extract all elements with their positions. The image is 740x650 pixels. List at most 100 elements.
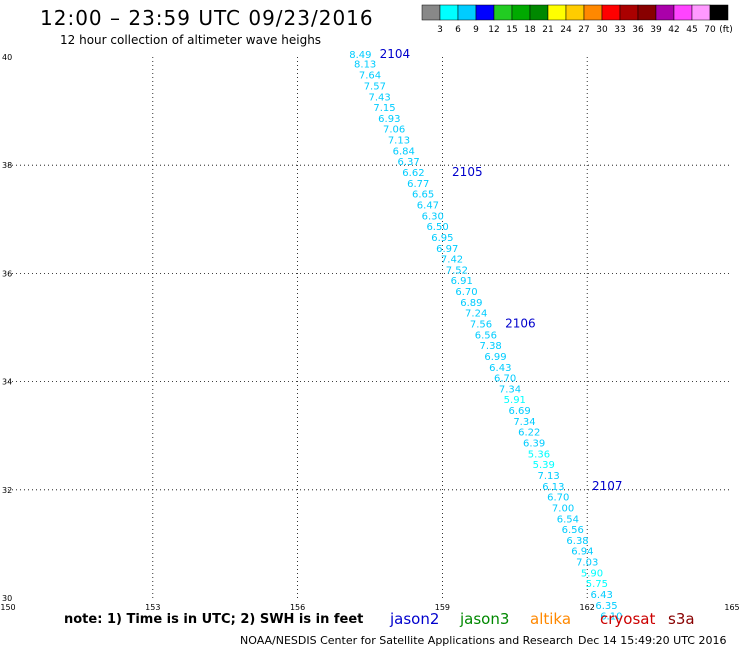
legend-label: 45 — [686, 25, 697, 35]
x-tick-label: 150 — [0, 603, 15, 612]
wave-height-value: 7.24 — [465, 309, 487, 320]
legend-label: 30 — [596, 25, 608, 35]
wave-height-value: 7.56 — [470, 320, 492, 331]
page-subtitle: 12 hour collection of altimeter wave hei… — [60, 33, 322, 47]
wave-height-value: 6.69 — [508, 406, 530, 417]
legend-label: 27 — [578, 25, 589, 35]
legend-unit: (ft) — [719, 25, 733, 35]
wave-height-value: 5.90 — [581, 568, 603, 579]
wave-height-value: 6.99 — [484, 352, 506, 363]
wave-height-value: 6.84 — [393, 146, 415, 157]
satellite-cryosat: cryosat — [600, 610, 656, 628]
wave-height-value: 7.34 — [513, 417, 535, 428]
wave-height-value: 7.38 — [480, 341, 502, 352]
wave-height-value: 5.39 — [533, 460, 555, 471]
wave-height-value: 6.62 — [402, 168, 424, 179]
timestamp-text: Dec 14 15:49:20 UTC 2016 — [578, 634, 727, 647]
wave-height-value: 5.36 — [528, 449, 550, 460]
satellite-altika: altika — [530, 610, 572, 628]
wave-height-value: 6.91 — [451, 276, 473, 287]
wave-height-value: 6.70 — [494, 374, 516, 385]
wave-height-value: 6.77 — [407, 179, 429, 190]
legend-swatch — [709, 4, 729, 21]
legend-label: 70 — [704, 25, 716, 35]
wave-height-value: 6.43 — [489, 363, 511, 374]
wave-height-value: 6.30 — [422, 211, 444, 222]
satellite-s3a: s3a — [668, 610, 695, 628]
y-tick-label: 34 — [2, 378, 12, 387]
wave-height-value: 7.52 — [446, 265, 468, 276]
wave-height-value: 5.91 — [504, 395, 526, 406]
wave-height-value: 7.15 — [373, 103, 395, 114]
y-tick-label: 30 — [2, 594, 12, 603]
x-tick-label: 159 — [435, 603, 450, 612]
legend-label: 33 — [614, 25, 625, 35]
y-tick-label: 36 — [2, 269, 12, 278]
wave-height-value: 6.43 — [591, 590, 613, 601]
legend-label: 6 — [455, 25, 461, 35]
pass-label: 2105 — [452, 165, 483, 179]
wave-height-value: 6.70 — [547, 493, 569, 504]
wave-height-value: 6.13 — [542, 482, 564, 493]
satellite-jason2: jason2 — [390, 610, 440, 628]
page-title: 12:00 – 23:59 UTC 09/23/2016 — [40, 6, 374, 30]
wave-height-value: 6.93 — [378, 114, 400, 125]
x-tick-label: 156 — [290, 603, 305, 612]
wave-height-value: 7.42 — [441, 255, 463, 266]
wave-height-value: 8.49 — [349, 50, 371, 61]
pass-label: 2106 — [505, 317, 536, 331]
wave-height-value: 6.37 — [397, 157, 419, 168]
x-tick-label: 153 — [145, 603, 160, 612]
wave-height-value: 6.39 — [523, 439, 545, 450]
wave-height-value: 7.13 — [388, 136, 410, 147]
legend-label: 39 — [650, 25, 662, 35]
color-legend: 3 6 9 12 15 18 21 24 27 30 33 36 39 42 45 70 (ft) — [421, 4, 733, 35]
legend-label: 24 — [560, 25, 572, 35]
note-text: note: 1) Time is in UTC; 2) SWH is in fe… — [64, 612, 364, 627]
wave-height-value: 6.22 — [518, 428, 540, 439]
wave-height-value: 7.57 — [364, 81, 386, 92]
wave-height-value: 8.13 — [354, 59, 376, 70]
x-tick-label: 165 — [724, 603, 739, 612]
x-tick-label: 162 — [580, 603, 595, 612]
credit-text: NOAA/NESDIS Center for Satellite Applica… — [240, 634, 574, 647]
wave-height-value: 6.54 — [557, 514, 579, 525]
legend-label: 18 — [524, 25, 536, 35]
legend-label: 36 — [632, 25, 644, 35]
pass-label: 2104 — [380, 47, 411, 61]
wave-height-value: 6.95 — [431, 233, 453, 244]
legend-label: 12 — [488, 25, 499, 35]
satellite-jason3: jason3 — [460, 610, 510, 628]
wave-height-value: 6.10 — [600, 612, 622, 623]
legend-label: 42 — [668, 25, 679, 35]
legend-label: 15 — [506, 25, 517, 35]
wave-height-value: 6.35 — [595, 601, 617, 612]
wave-height-value: 7.00 — [552, 503, 574, 514]
legend-label: 3 — [437, 25, 443, 35]
wave-height-value: 7.03 — [576, 558, 598, 569]
pass-label: 2107 — [592, 479, 623, 493]
wave-height-value: 7.43 — [369, 92, 391, 103]
wave-height-value: 6.89 — [460, 298, 482, 309]
wave-height-value: 7.13 — [537, 471, 559, 482]
wave-height-value: 6.56 — [562, 525, 584, 536]
legend-label: 9 — [473, 25, 479, 35]
wave-height-value: 6.47 — [417, 200, 439, 211]
wave-height-value: 6.94 — [571, 547, 593, 558]
legend-label: 21 — [542, 25, 553, 35]
wave-height-value: 7.06 — [383, 125, 405, 136]
wave-height-value: 6.65 — [412, 190, 434, 201]
wave-height-value: 6.38 — [566, 536, 588, 547]
wave-height-value: 6.56 — [475, 330, 497, 341]
y-tick-label: 40 — [2, 53, 12, 62]
wave-height-value: 7.34 — [499, 384, 521, 395]
wave-height-value: 7.64 — [359, 71, 381, 82]
wave-height-value: 6.70 — [455, 287, 477, 298]
wave-height-value: 6.50 — [426, 222, 448, 233]
y-tick-label: 32 — [2, 486, 12, 495]
wave-height-value: 6.97 — [436, 244, 458, 255]
wave-height-value: 5.75 — [586, 579, 608, 590]
y-tick-label: 38 — [2, 161, 12, 170]
